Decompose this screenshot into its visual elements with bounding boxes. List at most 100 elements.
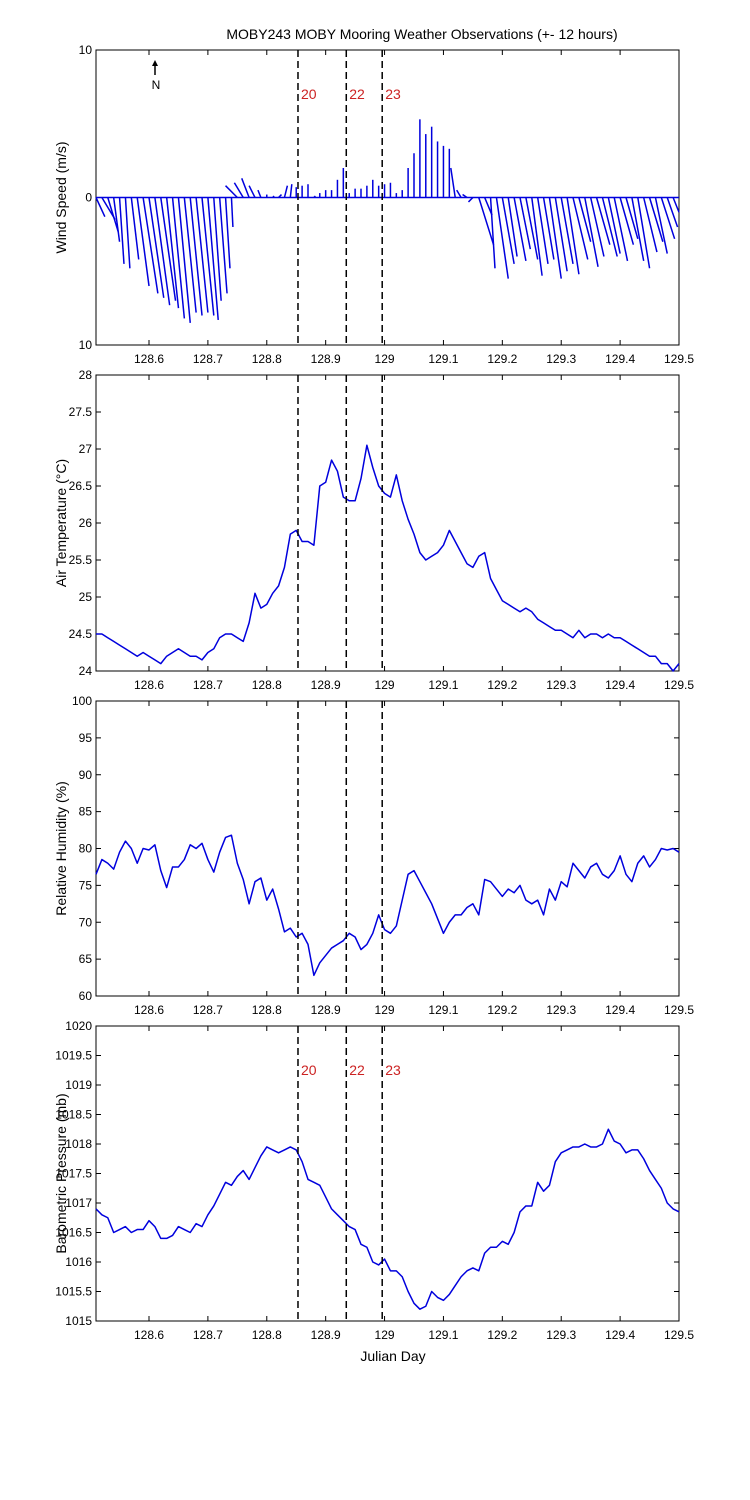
wind-vector <box>467 196 474 203</box>
x-tick-label: 129.2 <box>487 1328 517 1342</box>
y-tick-label: 25 <box>79 590 93 604</box>
y-tick-label: 25.5 <box>69 553 93 567</box>
x-tick-label: 129.4 <box>605 352 635 366</box>
y-axis-label: Wind Speed (m/s) <box>53 141 69 253</box>
wind-vector <box>248 185 256 198</box>
y-tick-label: 1020 <box>65 1019 92 1033</box>
x-tick-label: 128.8 <box>252 1328 282 1342</box>
x-tick-label: 129.3 <box>546 1328 576 1342</box>
y-tick-label: 24 <box>79 664 93 678</box>
wind-vector <box>160 197 177 301</box>
series-line <box>95 834 680 977</box>
x-tick-label: 129.1 <box>428 1328 458 1342</box>
x-tick-label: 129.1 <box>428 352 458 366</box>
wind-vector <box>589 197 605 257</box>
event-label: 23 <box>385 1062 401 1078</box>
y-tick-label: 27 <box>79 442 93 456</box>
wind-vector <box>478 197 495 245</box>
wind-vector <box>95 197 106 217</box>
y-axis-label: Barometric Pressure (mb) <box>53 1093 69 1253</box>
wind-vector <box>548 197 562 279</box>
y-tick-label: 70 <box>79 915 93 929</box>
event-label: 23 <box>385 86 401 102</box>
x-tick-label: 128.6 <box>134 352 164 366</box>
x-tick-label: 129.2 <box>487 678 517 692</box>
x-tick-label: 128.6 <box>134 1003 164 1017</box>
y-tick-label: 0 <box>85 191 92 205</box>
y-tick-label: 75 <box>79 878 93 892</box>
x-tick-label: 128.9 <box>311 678 341 692</box>
wind-vector <box>536 197 549 264</box>
y-tick-label: 1015 <box>65 1314 92 1328</box>
y-tick-label: 1018 <box>65 1137 92 1151</box>
wind-vector <box>507 197 518 257</box>
wind-vector <box>666 197 679 228</box>
wind-vector <box>456 189 462 198</box>
y-tick-label: 80 <box>79 842 93 856</box>
wind-vector <box>272 195 275 199</box>
wind-vector <box>283 185 289 198</box>
wind-vector <box>207 197 219 320</box>
barometric-pressure-panel: 1015 1015.5 1016 1016.5 1017 1017.5 1018 1018.5… <box>53 1019 694 1342</box>
wind-vector <box>519 197 532 250</box>
wind-vector <box>171 197 186 319</box>
x-tick-label: 128.7 <box>193 1328 223 1342</box>
wind-vector <box>672 197 680 213</box>
y-tick-label: 1017.5 <box>55 1167 92 1181</box>
wind-vector <box>637 197 651 269</box>
event-label: 22 <box>349 86 365 102</box>
x-tick-label: 129 <box>375 1328 395 1342</box>
y-tick-label: 26.5 <box>69 479 93 493</box>
wind-vector <box>118 197 125 264</box>
y-tick-label: 26 <box>79 516 93 530</box>
x-tick-label: 129.1 <box>428 678 458 692</box>
y-tick-label: 1018.5 <box>55 1108 92 1122</box>
wind-vector <box>130 197 140 260</box>
wind-vector <box>566 197 580 275</box>
wind-vector <box>142 197 159 294</box>
wind-vector <box>313 195 316 199</box>
y-tick-label: 60 <box>79 989 93 1003</box>
x-tick-label: 129.1 <box>428 1003 458 1017</box>
x-tick-label: 128.6 <box>134 678 164 692</box>
x-tick-label: 128.9 <box>311 352 341 366</box>
wind-vector <box>654 197 668 254</box>
wind-vector <box>601 197 618 257</box>
wind-vector <box>289 184 293 198</box>
wind-vector <box>619 197 635 245</box>
y-axis-label: Relative Humidity (%) <box>53 781 69 916</box>
wind-vector <box>177 197 191 323</box>
x-axis-label: Julian Day <box>360 1348 425 1364</box>
wind-vector <box>560 197 574 265</box>
x-tick-label: 129.3 <box>546 1003 576 1017</box>
wind-vector <box>278 194 283 199</box>
x-tick-label: 129.4 <box>605 1328 635 1342</box>
x-tick-label: 129 <box>375 352 395 366</box>
y-tick-label: 24.5 <box>69 627 93 641</box>
event-label: 22 <box>349 1062 365 1078</box>
air-temperature-panel: 24 24.5 25 25.5 26 26.5 27 27.5 28 128.6 128.7 128.… <box>53 368 694 692</box>
wind-vector <box>225 185 238 199</box>
x-tick-label: 129.5 <box>664 1003 694 1017</box>
event-label: 20 <box>301 1062 317 1078</box>
wind-vector <box>531 197 543 276</box>
wind-vector <box>165 197 180 309</box>
x-tick-label: 129 <box>375 1003 395 1017</box>
x-tick-label: 129.5 <box>664 352 694 366</box>
y-tick-label: 1016.5 <box>55 1226 92 1240</box>
wind-vector <box>257 189 262 198</box>
wind-vector <box>489 197 496 269</box>
wind-vector <box>613 197 629 262</box>
x-tick-label: 129.5 <box>664 1328 694 1342</box>
y-axis-label: Air Temperature (°C) <box>53 459 69 587</box>
wind-vector <box>554 197 568 272</box>
wind-vector <box>124 197 131 269</box>
wind-vector <box>224 197 231 269</box>
wind-vector <box>148 197 165 298</box>
x-tick-label: 128.8 <box>252 678 282 692</box>
series-line <box>96 444 680 672</box>
x-tick-label: 128.7 <box>193 1003 223 1017</box>
y-tick-label: 85 <box>79 805 93 819</box>
wind-vector <box>631 197 645 262</box>
